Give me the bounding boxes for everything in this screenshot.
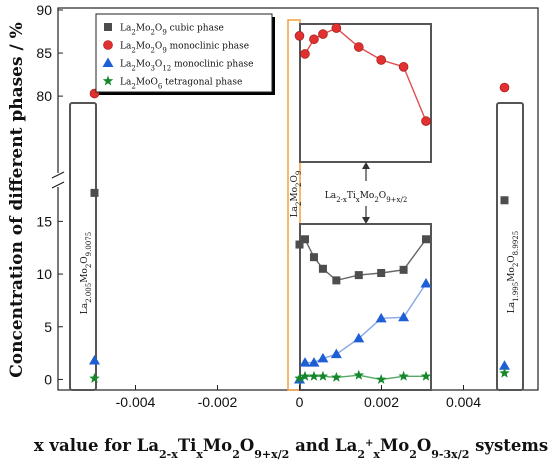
legend-label: La2MoO6 tetragonal phase (120, 78, 242, 91)
data-point-triangle (308, 357, 320, 367)
y-tick-label: 0 (44, 371, 52, 387)
legend-box (95, 13, 273, 93)
legend-marker-triangle (102, 57, 114, 67)
data-point-circle (421, 116, 431, 126)
data-point-triangle (89, 354, 100, 365)
data-point-circle (309, 34, 319, 45)
data-point-star (317, 370, 329, 381)
x-tick-label: -0.004 (116, 394, 156, 410)
data-point-star (375, 373, 387, 384)
inset-box-upper (299, 23, 432, 163)
data-point-triangle (375, 312, 387, 323)
data-point-triangle (353, 332, 365, 343)
data-point-star (299, 370, 311, 381)
data-point-square (90, 188, 99, 197)
data-point-circle (398, 62, 409, 72)
legend-marker-star (102, 75, 114, 86)
data-point-triangle (299, 357, 311, 367)
legend-label: La2Mo2O9 cubic phase (120, 24, 224, 37)
inset-label: La2-xTixMo2O9+x/2 (325, 191, 408, 204)
legend-marker-square (104, 23, 112, 31)
data-point-star (420, 370, 432, 381)
y-tick-label: 5 (44, 319, 52, 335)
right-composition-box (496, 102, 524, 391)
data-point-triangle (317, 352, 329, 363)
x-tick-label: -0.002 (198, 394, 238, 410)
data-point-circle (353, 42, 364, 52)
data-point-circle (376, 55, 386, 65)
data-point-square (318, 264, 327, 273)
x-axis-title: x value for La2-xTixMo2O9+x/2 and La2+xM… (34, 436, 548, 461)
y-tick-label: 80 (36, 88, 52, 104)
arrow-up-head (362, 162, 370, 169)
data-point-star (353, 369, 365, 380)
data-point-star (398, 370, 409, 381)
y-axis-title: Concentration of different phases / % (7, 22, 27, 378)
arrow-down-head (362, 217, 370, 224)
data-point-square (332, 276, 341, 285)
axis-break-mark (51, 181, 65, 189)
series-line-circle (304, 27, 427, 122)
left-composition-box (69, 102, 97, 391)
data-point-triangle (420, 278, 432, 288)
data-point-star (331, 371, 342, 382)
x-tick-label: 0 (296, 394, 304, 410)
left-composition-label: La2.005Mo2O9.0075 (80, 232, 93, 314)
center-composition-label: La2Mo2O9 (290, 171, 303, 218)
x-tick-label: 0.004 (446, 394, 481, 410)
data-point-star (499, 367, 510, 378)
data-point-circle (294, 31, 305, 41)
data-point-circle (318, 29, 328, 39)
data-point-square (309, 253, 318, 262)
series-line-square (304, 238, 427, 282)
data-point-square (354, 271, 363, 280)
data-point-square (500, 196, 509, 205)
data-point-circle (300, 49, 310, 59)
center-composition-box (287, 19, 301, 391)
data-point-square (301, 235, 309, 244)
data-point-square (422, 235, 430, 244)
right-composition-label: La1.995Mo2O8.9925 (507, 231, 520, 313)
data-point-star (294, 372, 305, 383)
data-point-square (377, 269, 386, 277)
data-point-triangle (499, 360, 510, 370)
data-point-star (89, 372, 100, 383)
data-point-circle (331, 23, 342, 33)
y-tick-label: 15 (36, 213, 52, 229)
axis-break-mark (51, 171, 65, 179)
data-point-square (295, 240, 304, 249)
data-point-square (399, 265, 408, 274)
y-tick-label: 90 (36, 2, 52, 18)
data-point-circle (499, 82, 510, 93)
data-point-triangle (398, 311, 410, 322)
data-point-star (308, 370, 320, 381)
series-line-triangle (305, 283, 427, 364)
legend-marker-circle (103, 40, 113, 50)
y-tick-label: 10 (36, 266, 52, 282)
data-point-triangle (330, 348, 342, 359)
y-tick-label: 85 (36, 45, 52, 61)
x-tick-label: 0.002 (364, 394, 399, 410)
inset-box-lower (299, 223, 432, 391)
